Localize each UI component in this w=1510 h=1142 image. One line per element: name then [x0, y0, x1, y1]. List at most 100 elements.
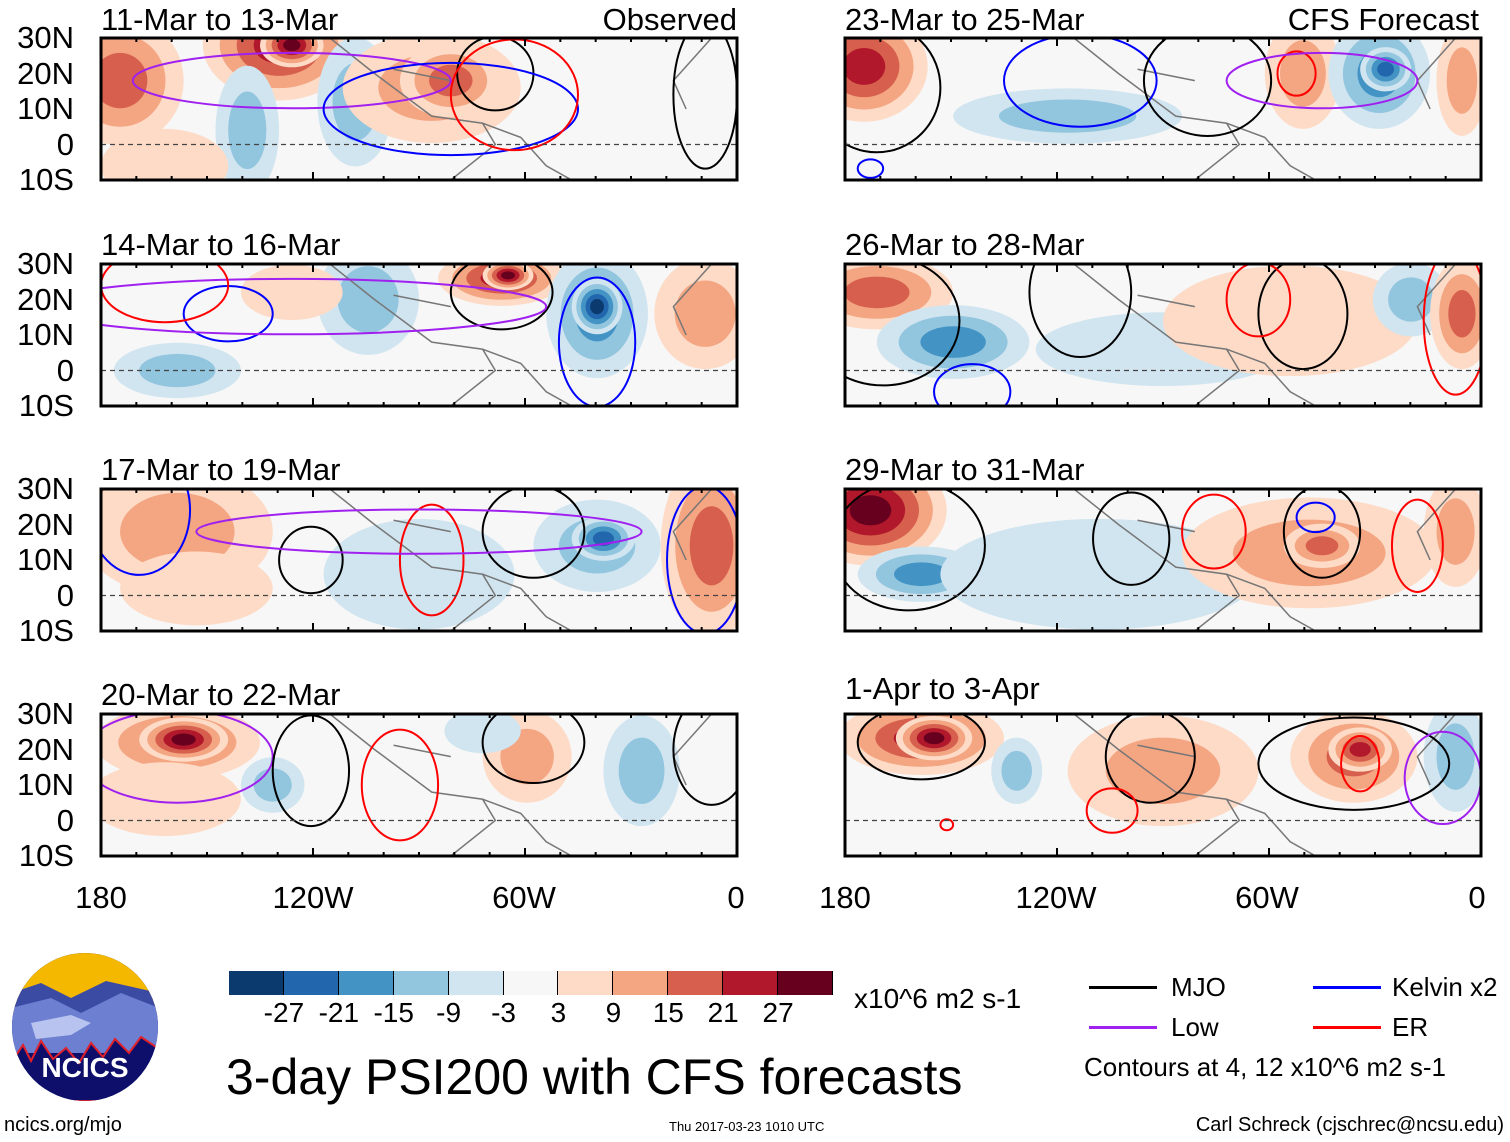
lat-label: 10S	[18, 388, 74, 423]
colorbar-swatch	[778, 971, 833, 995]
colorbar-label: -9	[436, 997, 462, 1028]
psi-anomaly-shading	[501, 271, 515, 280]
wave-contour	[1003, 38, 1158, 128]
panel-tag-observed: Observed	[602, 2, 737, 37]
contour-note: Contours at 4, 12 x10^6 m2 s-1	[1084, 1052, 1446, 1082]
panel-title-3: 17-Mar to 19-Mar	[101, 452, 341, 487]
legend-line-er	[1313, 1026, 1381, 1029]
colorbar-label: 21	[707, 997, 739, 1028]
psi-anomaly-shading	[1105, 737, 1221, 805]
psi-anomaly-shading	[1448, 289, 1476, 338]
psi-anomaly-shading	[849, 495, 892, 526]
psi-anomaly-shading	[101, 762, 241, 837]
colorbar-swatch	[668, 971, 724, 995]
wave-contour	[195, 508, 643, 555]
lat-label: 30N	[17, 246, 74, 281]
psi-anomaly-shading	[940, 518, 1259, 630]
wave-contour	[845, 489, 986, 612]
wave-contour	[1257, 264, 1349, 371]
psi-anomaly-shading	[1388, 277, 1434, 322]
map-panel-8	[843, 712, 1483, 858]
legend-label-kelvin: Kelvin x2	[1392, 972, 1498, 1002]
psi-anomaly-shading	[689, 506, 734, 586]
legend-label-er: ER	[1392, 1012, 1429, 1042]
lat-label: 10N	[17, 767, 74, 802]
map-panel-6	[843, 262, 1483, 408]
colorbar-label: -15	[373, 997, 414, 1028]
coastline	[1073, 489, 1457, 631]
colorbar-swatch	[338, 971, 394, 995]
lon-label: 60W	[1235, 880, 1299, 915]
coastline	[329, 489, 713, 631]
wave-contour	[1282, 489, 1362, 579]
wave-contour	[322, 61, 579, 157]
colorbar-swatch	[503, 971, 559, 995]
psi-anomaly-shading	[1446, 47, 1478, 114]
lon-label: 120W	[1015, 880, 1097, 915]
lon-label: 180	[819, 880, 871, 915]
wave-contour	[1422, 264, 1481, 396]
wave-contour	[101, 489, 192, 576]
psi-anomaly-shading	[120, 551, 273, 626]
wave-contour	[1225, 264, 1292, 338]
wave-contour	[557, 276, 637, 406]
lat-label: 10S	[18, 838, 74, 873]
wave-contour	[481, 489, 586, 579]
colorbar-swatch	[448, 971, 504, 995]
lat-label: 0	[56, 577, 74, 613]
wave-contour	[131, 51, 452, 110]
colorbar-swatch	[723, 971, 779, 995]
wave-contour	[1181, 493, 1247, 570]
wave-contour	[939, 818, 955, 832]
wave-contour	[856, 158, 885, 179]
psi-anomaly-shading	[444, 714, 521, 754]
map-panel-4	[99, 712, 739, 858]
wave-contour	[666, 489, 737, 631]
lon-label: 180	[75, 880, 127, 915]
lat-label: 30N	[17, 471, 74, 506]
colorbar-label: -21	[318, 997, 360, 1028]
wave-contour	[1403, 730, 1481, 826]
psi-anomaly-shading	[337, 266, 399, 333]
map-panel-3	[99, 487, 739, 633]
wave-contour	[481, 714, 586, 784]
wave-contour	[360, 728, 440, 842]
wave-contour	[1390, 498, 1444, 593]
ncics-logo: NCICS	[11, 953, 159, 1101]
psi-anomaly-shading	[845, 276, 910, 309]
panel-title-1: 11-Mar to 13-Mar	[101, 2, 339, 37]
lat-label: 20N	[17, 506, 74, 542]
lat-label: 10N	[17, 317, 74, 352]
wave-contour	[1104, 714, 1196, 804]
footer-url[interactable]: ncics.org/mjo	[4, 1114, 122, 1136]
wave-contour	[1257, 716, 1451, 811]
psi-anomaly-shading	[920, 326, 986, 358]
wave-contour	[856, 714, 986, 781]
wave-contour	[1085, 787, 1139, 834]
coastline	[329, 264, 713, 406]
psi-anomaly-shading	[1349, 742, 1371, 757]
colorbar-label: -3	[491, 997, 516, 1028]
psi-anomaly-shading	[101, 128, 229, 180]
legend-line-mjo	[1089, 986, 1157, 989]
legend-label-low: Low	[1171, 1012, 1219, 1042]
colorbar-label: 15	[652, 997, 684, 1028]
colorbar-label: -27	[263, 997, 305, 1028]
footer-author: Carl Schreck (cjschrec@ncsu.edu)	[1195, 1114, 1504, 1136]
psi-anomaly-shading	[590, 299, 605, 315]
psi-anomaly-shading	[1305, 536, 1339, 556]
lat-label: 30N	[17, 20, 74, 55]
wave-contour	[1340, 735, 1381, 793]
colorbar-swatch	[229, 971, 284, 995]
psi-anomaly-shading	[171, 733, 196, 746]
legend-label-mjo: MJO	[1171, 972, 1226, 1002]
colorbar-swatch	[393, 971, 449, 995]
panel-title-7: 29-Mar to 31-Mar	[845, 452, 1085, 487]
lat-label: 20N	[17, 281, 74, 317]
colorbar-label: 3	[550, 997, 567, 1028]
wave-contour	[449, 264, 554, 331]
lon-label: 60W	[492, 880, 556, 915]
legend-line-kelvin	[1313, 986, 1381, 989]
map-panel-2	[99, 262, 739, 408]
psi-anomaly-shading	[1436, 498, 1475, 565]
